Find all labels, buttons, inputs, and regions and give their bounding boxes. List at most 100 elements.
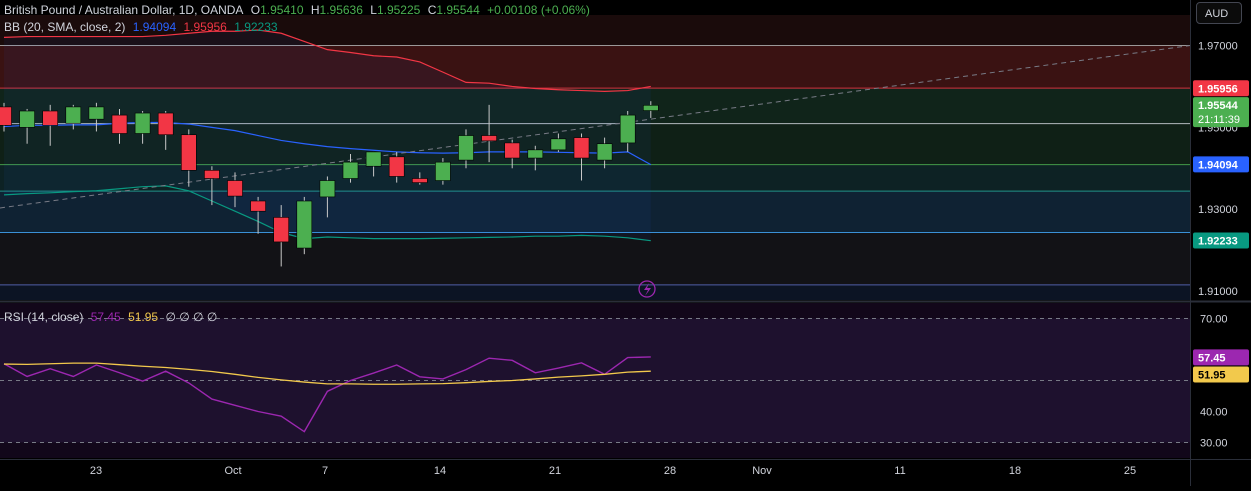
candle xyxy=(342,153,359,183)
candle-body xyxy=(319,180,336,198)
rsi-ma-tag: 51.95 xyxy=(1198,369,1226,381)
candle-body xyxy=(134,112,151,134)
candle-body xyxy=(273,217,290,243)
candle xyxy=(0,102,12,132)
symbol-title: British Pound / Australian Dollar, 1D, O… xyxy=(4,3,244,17)
candle xyxy=(42,104,59,146)
rsi-extra-values: ∅ ∅ ∅ ∅ xyxy=(165,310,218,324)
price-tag-lower: 1.92233 xyxy=(1198,236,1238,248)
candle xyxy=(19,108,35,144)
candle xyxy=(573,133,590,181)
zone-mid-upper xyxy=(0,88,1190,124)
bb-legend[interactable]: BB (20, SMA, close, 2) 1.94094 1.95956 1… xyxy=(4,20,282,34)
zone-mid xyxy=(0,123,1190,165)
time-tick-label: 23 xyxy=(90,465,102,477)
candle xyxy=(157,111,174,150)
rsi-ma-line xyxy=(3,362,651,385)
price-tag-last: 1.95544 xyxy=(1198,100,1239,112)
candle-body xyxy=(435,161,451,181)
candle xyxy=(527,145,544,171)
price-tag-upper-bg xyxy=(1193,80,1249,97)
candle xyxy=(134,111,151,144)
price-tick-label: 1.97000 xyxy=(1198,41,1238,53)
candle xyxy=(619,111,636,152)
candle-body xyxy=(250,200,266,212)
candle-body xyxy=(365,151,382,167)
candle-body xyxy=(342,161,359,179)
price-tick-label: 1.93000 xyxy=(1198,204,1238,216)
candle xyxy=(504,139,521,169)
lightning-icon[interactable] xyxy=(638,280,656,298)
candle-body xyxy=(642,104,659,111)
candle xyxy=(642,101,659,118)
time-tick-label: Oct xyxy=(224,465,241,477)
candle xyxy=(411,172,428,185)
bb-upper-line xyxy=(3,29,651,92)
rsi-tick-label: 30.00 xyxy=(1200,438,1228,450)
candle-body xyxy=(181,134,197,171)
ohlc-high: H1.95636 xyxy=(310,3,363,17)
rsi-tick-label: 70.00 xyxy=(1200,314,1228,326)
time-tick-label: 18 xyxy=(1009,465,1021,477)
rsi-tag: 57.45 xyxy=(1198,352,1226,364)
symbol-legend: British Pound / Australian Dollar, 1D, O… xyxy=(4,3,594,17)
candle xyxy=(273,205,290,267)
price-tag-upper: 1.95956 xyxy=(1198,83,1238,95)
candle-body xyxy=(481,135,497,142)
candle xyxy=(111,108,128,144)
bb-lower-line xyxy=(3,185,651,242)
zone-base xyxy=(0,284,1190,300)
rsi-line xyxy=(3,356,651,433)
zone-mid-lower xyxy=(0,164,1190,192)
candle xyxy=(227,172,243,208)
currency-button[interactable]: AUD xyxy=(1196,2,1242,24)
candle-body xyxy=(573,137,590,159)
candle xyxy=(65,104,82,130)
candle-body xyxy=(596,143,613,161)
candle xyxy=(481,104,497,163)
time-tick-label: 25 xyxy=(1124,465,1136,477)
candle-body xyxy=(458,135,474,161)
candle-body xyxy=(388,156,405,177)
price-tick-label: 1.91000 xyxy=(1198,286,1238,298)
candle-body xyxy=(619,114,636,144)
candle xyxy=(296,196,313,255)
candle xyxy=(388,151,405,183)
zone-top xyxy=(0,15,1190,46)
zone-bottom xyxy=(0,232,1190,285)
candle xyxy=(458,129,474,169)
price-tag-lower-bg xyxy=(1193,232,1249,249)
bb-basis-value: 1.94094 xyxy=(132,20,177,34)
rsi-ma-tag-bg xyxy=(1193,366,1249,383)
time-tick-label: 21 xyxy=(549,465,561,477)
candle-body xyxy=(527,149,544,159)
ohlc-low: L1.95225 xyxy=(370,3,421,17)
candle-body xyxy=(204,170,220,179)
bb-label: BB (20, SMA, close, 2) xyxy=(4,20,126,34)
candle-body xyxy=(157,112,174,136)
candle-body xyxy=(504,142,521,159)
rsi-legend[interactable]: RSI (14, close) 57.45 51.95 ∅ ∅ ∅ ∅ xyxy=(4,310,221,324)
candle xyxy=(365,151,382,177)
candle-body xyxy=(227,180,243,197)
rsi-value: 57.45 xyxy=(90,310,121,324)
candle xyxy=(250,196,266,234)
rsi-label: RSI (14, close) xyxy=(4,310,84,324)
candle-body xyxy=(19,110,35,128)
zone-lower xyxy=(0,191,1190,233)
candle xyxy=(204,166,220,206)
time-tick-label: 14 xyxy=(434,465,446,477)
candle xyxy=(435,158,451,185)
time-tick-label: 11 xyxy=(894,465,905,477)
candle-body xyxy=(0,106,12,126)
candle-body xyxy=(550,138,567,151)
bb-upper-value: 1.95956 xyxy=(183,20,227,34)
price-tag-basis-bg xyxy=(1193,156,1249,173)
candle-body xyxy=(42,110,59,126)
candle xyxy=(596,137,613,169)
candle-body xyxy=(65,106,82,124)
candle-body xyxy=(88,106,105,120)
ohlc-open: O1.95410 xyxy=(250,3,304,17)
